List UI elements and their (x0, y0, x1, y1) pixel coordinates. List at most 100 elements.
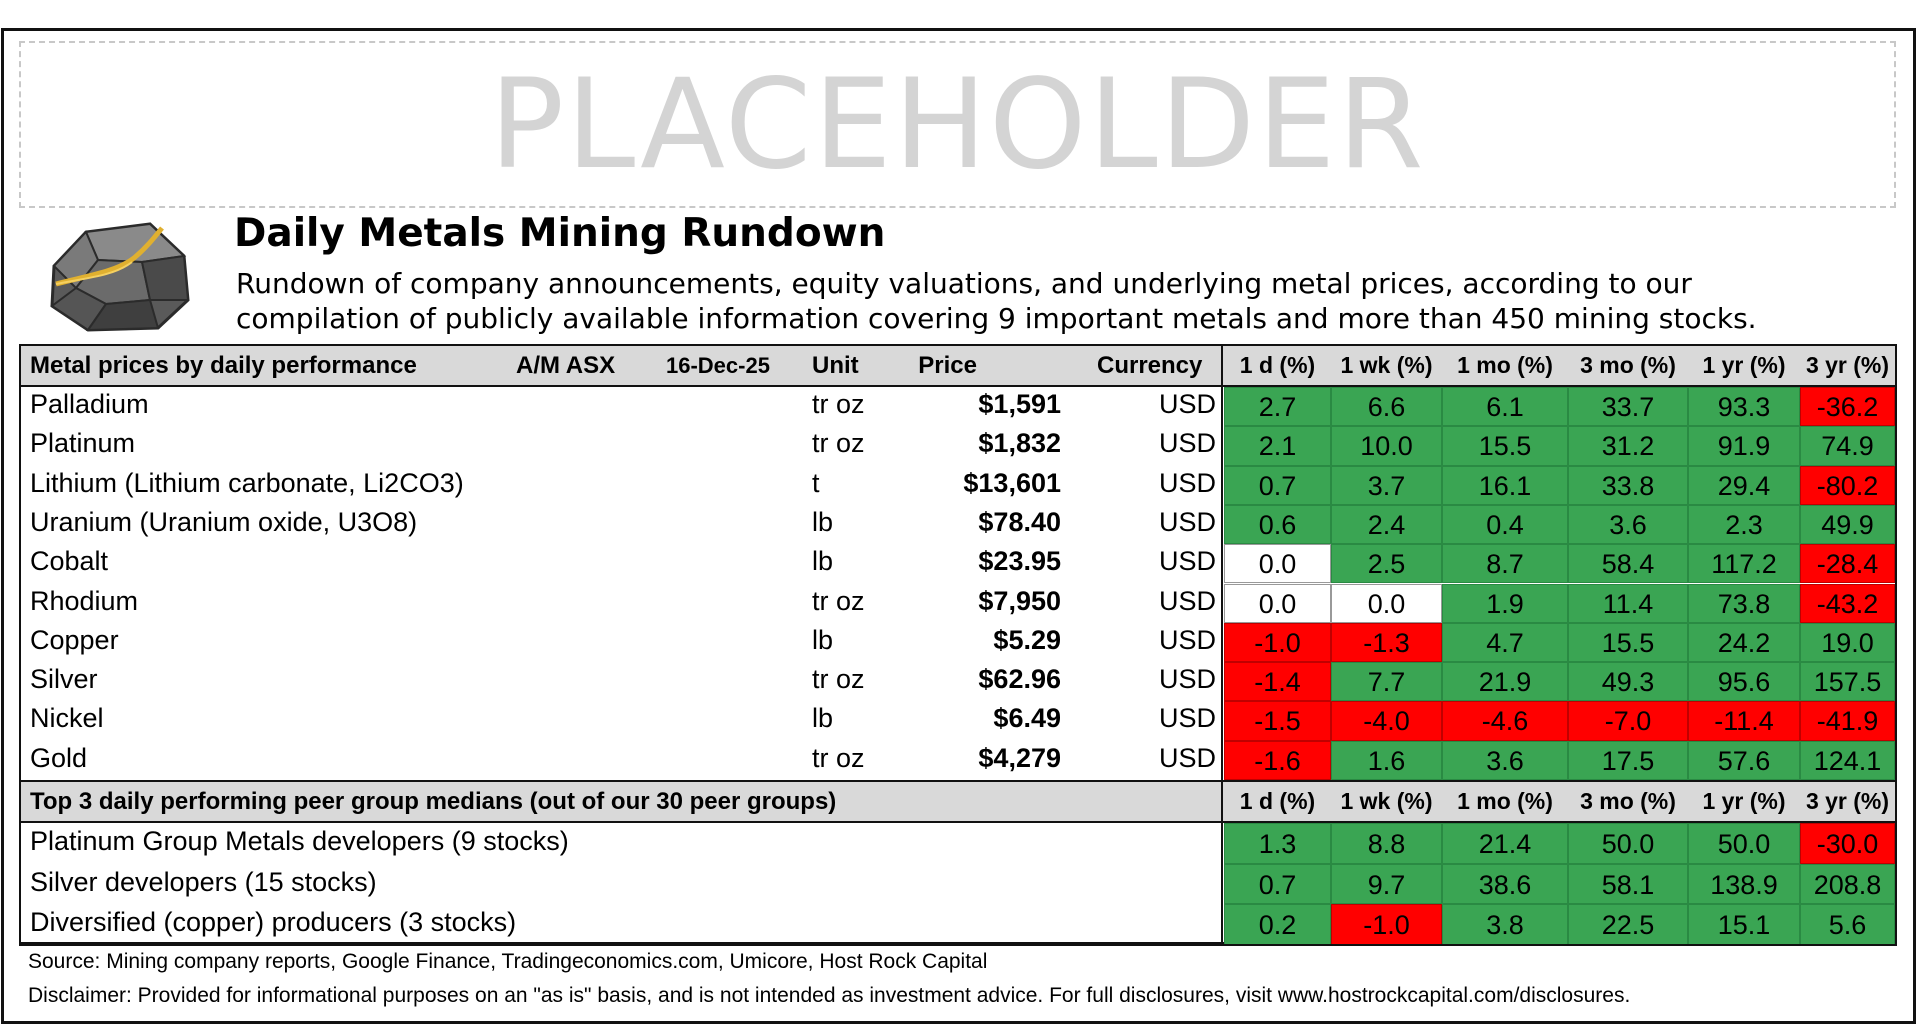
metal-unit: tr oz (812, 664, 865, 695)
metal-price: $1,591 (978, 389, 1061, 419)
period-header: 1 wk (%) (1340, 352, 1433, 378)
metal-unit: tr oz (812, 585, 865, 616)
pct-change-cell: 15.5 (1568, 622, 1688, 663)
peer-group-name: Diversified (copper) producers (3 stocks… (30, 907, 517, 937)
pct-change-cell: 3.7 (1331, 465, 1442, 505)
metal-price: $6.49 (993, 703, 1061, 734)
pct-change-cell: 49.9 (1800, 504, 1895, 545)
pct-change-cell: 2.7 (1224, 387, 1331, 427)
peers-header-label: Top 3 daily performing peer group median… (30, 788, 837, 815)
currency-header: Currency (1097, 352, 1203, 379)
metal-unit: lb (812, 703, 834, 734)
pct-change-cell: 6.1 (1442, 387, 1568, 427)
pct-change-cell: 58.1 (1568, 863, 1688, 904)
pct-change-cell: -1.0 (1224, 622, 1331, 663)
period-header: 3 mo (%) (1580, 352, 1676, 378)
metal-currency: USD (1158, 742, 1216, 773)
period-header: 1 mo (%) (1457, 352, 1553, 378)
page-frame (1, 28, 1916, 1024)
metal-price: $13,601 (963, 467, 1061, 498)
pct-change-cell: 49.3 (1568, 662, 1688, 702)
pct-change-cell: 0.7 (1224, 863, 1331, 904)
price-header: Price (918, 352, 977, 379)
disclaimer-note: Disclaimer: Provided for informational p… (28, 984, 1631, 1007)
metal-price: $62.96 (978, 664, 1061, 695)
metal-currency: USD (1158, 467, 1216, 498)
pct-change-cell: 208.8 (1800, 863, 1895, 904)
pct-change-cell: 74.9 (1800, 426, 1895, 466)
pct-change-cell: 1.9 (1442, 583, 1568, 623)
pct-change-cell: 9.7 (1331, 863, 1442, 904)
metal-name: Copper (30, 624, 119, 655)
metal-name: Lithium (Lithium carbonate, Li2CO3) (30, 467, 464, 498)
pct-change-cell: 6.6 (1331, 387, 1442, 427)
peer-group-name: Platinum Group Metals developers (9 stoc… (30, 826, 569, 856)
column-divider (1221, 346, 1223, 946)
pct-change-cell: 117.2 (1688, 544, 1800, 584)
pct-change-cell: -11.4 (1688, 701, 1800, 741)
pct-change-cell: 17.5 (1568, 740, 1688, 780)
pct-change-cell: 22.5 (1568, 904, 1688, 945)
pct-change-cell: 16.1 (1442, 465, 1568, 505)
pct-change-cell: -1.4 (1224, 662, 1331, 702)
pct-change-cell: 2.3 (1688, 504, 1800, 545)
pct-change-cell: 57.6 (1688, 740, 1800, 780)
metal-name: Nickel (30, 703, 104, 734)
pct-change-cell: 7.7 (1331, 662, 1442, 702)
pct-change-cell: 1.3 (1224, 823, 1331, 864)
period-header: 1 d (%) (1239, 788, 1316, 814)
pct-change-cell: 4.7 (1442, 622, 1568, 663)
period-header: 3 yr (%) (1805, 788, 1890, 814)
pct-change-cell: 3.8 (1442, 904, 1568, 945)
metal-name: Cobalt (30, 546, 109, 577)
pct-change-cell: 19.0 (1800, 622, 1895, 663)
pct-change-cell: 58.4 (1568, 544, 1688, 584)
pct-change-cell: 73.8 (1688, 583, 1800, 623)
metal-name: Platinum (30, 428, 136, 459)
session-label: A/M ASX (516, 352, 616, 379)
metal-unit: tr oz (812, 428, 865, 459)
pct-change-cell: 93.3 (1688, 387, 1800, 427)
pct-change-cell: -1.5 (1224, 701, 1331, 741)
metal-name: Gold (30, 742, 88, 773)
metal-price: $7,950 (978, 585, 1061, 616)
pct-change-cell: 0.0 (1224, 544, 1331, 584)
metal-name: Rhodium (30, 585, 139, 616)
metal-currency: USD (1158, 703, 1216, 734)
pct-change-cell: 157.5 (1800, 662, 1895, 702)
metal-unit: t (812, 467, 820, 498)
metal-unit: tr oz (812, 742, 865, 773)
pct-change-cell: 21.4 (1442, 823, 1568, 864)
metals-table: Metal prices by daily performance A/M AS… (19, 344, 1897, 946)
peers-top-rule (21, 780, 1895, 782)
metal-unit: tr oz (812, 389, 865, 419)
pct-change-cell: 33.8 (1568, 465, 1688, 505)
pct-change-cell: 2.5 (1331, 544, 1442, 584)
pct-change-cell: 24.2 (1688, 622, 1800, 663)
pct-change-cell: 3.6 (1442, 740, 1568, 780)
metal-price: $78.40 (978, 506, 1061, 537)
pct-change-cell: -4.6 (1442, 701, 1568, 741)
pct-change-cell: 21.9 (1442, 662, 1568, 702)
pct-change-cell: -80.2 (1800, 465, 1895, 505)
pct-change-cell: 50.0 (1568, 823, 1688, 864)
pct-change-cell: 0.0 (1224, 583, 1331, 623)
pct-change-cell: 3.6 (1568, 504, 1688, 545)
period-header: 3 mo (%) (1580, 788, 1676, 814)
pct-change-cell: 1.6 (1331, 740, 1442, 780)
pct-change-cell: 5.6 (1800, 904, 1895, 945)
pct-change-cell: 38.6 (1442, 863, 1568, 904)
metal-currency: USD (1158, 506, 1216, 537)
pct-change-cell: -43.2 (1800, 583, 1895, 623)
pct-change-cell: 0.0 (1331, 583, 1442, 623)
metal-currency: USD (1158, 546, 1216, 577)
unit-header: Unit (812, 352, 859, 379)
metal-name: Uranium (Uranium oxide, U3O8) (30, 506, 418, 537)
metal-currency: USD (1158, 624, 1216, 655)
metal-price: $1,832 (978, 428, 1061, 459)
pct-change-cell: -4.0 (1331, 701, 1442, 741)
pct-change-cell: -30.0 (1800, 823, 1895, 864)
pct-change-cell: 11.4 (1568, 583, 1688, 623)
period-header: 3 yr (%) (1805, 352, 1890, 378)
banner-placeholder: PLACEHOLDER (19, 41, 1896, 208)
